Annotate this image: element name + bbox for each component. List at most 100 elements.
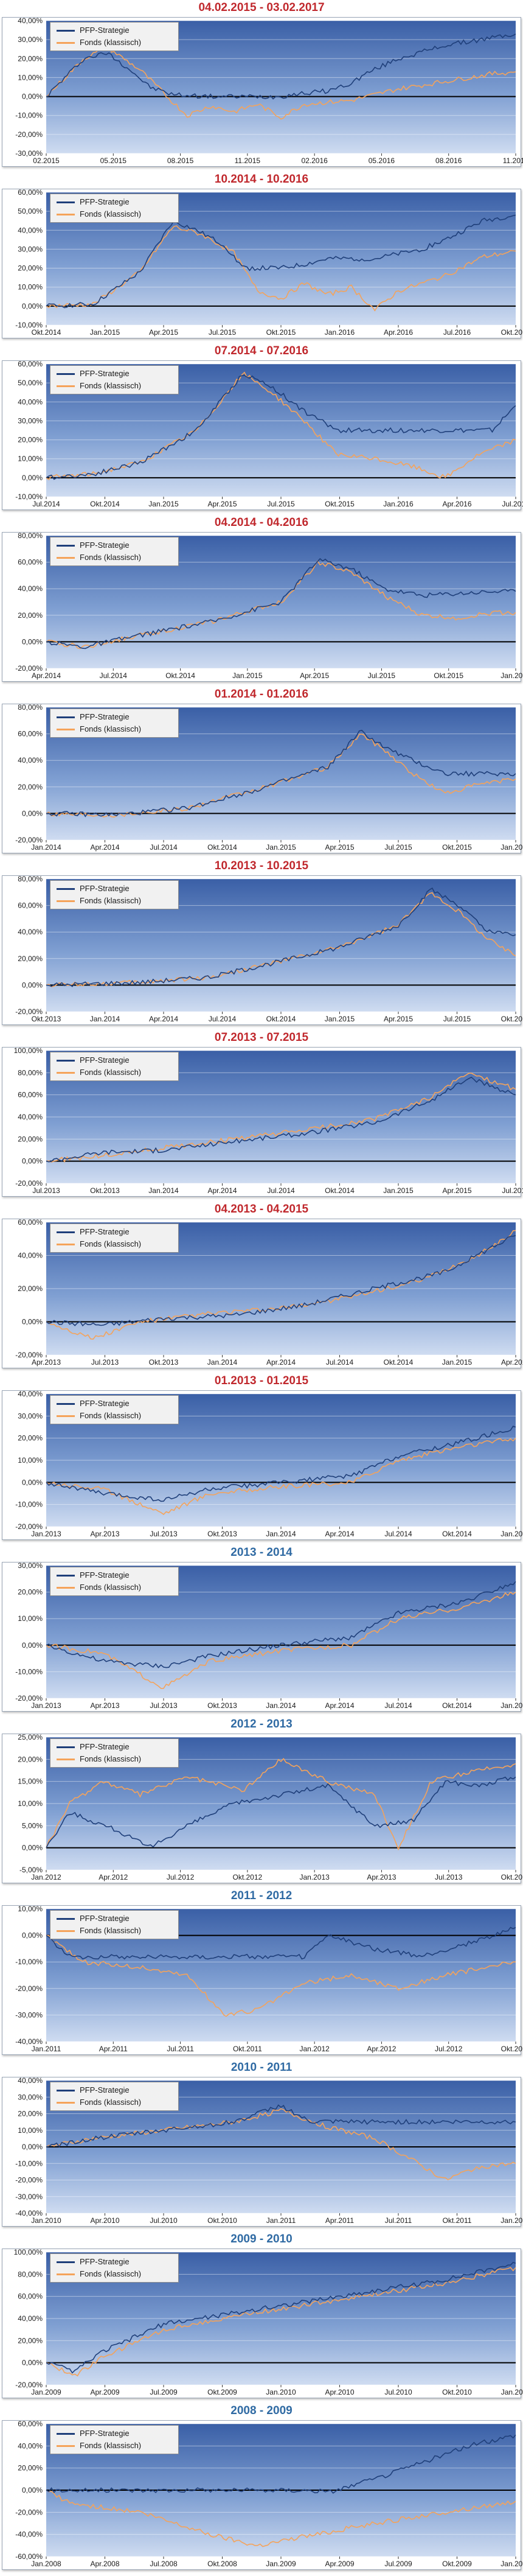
y-tick-label: 10,00% [18, 1614, 43, 1623]
y-tick-label: -40,00% [15, 2209, 43, 2217]
legend-item: Fonds (klassisch) [57, 1925, 176, 1936]
x-tick-label: Apr.2015 [325, 843, 354, 852]
x-tick-label: Jan.2009 [31, 2388, 61, 2396]
y-tick-label: 60,00% [18, 1218, 43, 1227]
legend-label: PFP-Strategie [80, 2429, 130, 2438]
x-tick-label: Jul.2014 [100, 671, 128, 680]
legend-item: PFP-Strategie [57, 1570, 176, 1581]
y-tick-label: 30,00% [18, 2093, 43, 2101]
legend-item: Fonds (klassisch) [57, 380, 176, 391]
x-tick-label: 11.2016 [503, 156, 523, 165]
y-tick-label: -10,00% [15, 1667, 43, 1676]
x-tick-label: Apr.2014 [325, 1701, 354, 1710]
y-tick-label: 80,00% [18, 1068, 43, 1077]
y-tick-label: 10,00% [18, 1905, 43, 1913]
x-tick-label: Okt.2012 [233, 1873, 263, 1881]
y-tick-label: 0,00% [22, 474, 43, 482]
legend-swatch [57, 1060, 75, 1062]
legend-swatch [57, 30, 75, 32]
y-tick-label: 40,00% [18, 1390, 43, 1398]
legend-swatch [57, 385, 75, 387]
series-line-fonds-klassisch [46, 892, 516, 987]
line-chart: -20,00% 0,00% 20,00% 40,00% 60,00% 80,00% Jan.… [15, 703, 523, 852]
y-tick-label: -20,00% [15, 2176, 43, 2185]
x-tick-label: Apr.2008 [90, 2560, 119, 2568]
y-tick-label: 30,00% [18, 245, 43, 253]
y-tick-label: -20,00% [15, 1694, 43, 1703]
legend: PFP-Strategie Fonds (klassisch) [50, 537, 179, 566]
x-tick-label: Jul.2010 [384, 2388, 412, 2396]
legend: PFP-Strategie Fonds (klassisch) [50, 2082, 179, 2111]
series-line-pfp-strategie [46, 1076, 516, 1163]
series-line-pfp-strategie [46, 2434, 516, 2494]
legend-label: PFP-Strategie [80, 1055, 130, 1065]
x-tick-label: Jul.2014 [150, 843, 178, 852]
x-tick-label: Jan.2015 [383, 1186, 414, 1195]
y-tick-label: 80,00% [18, 875, 43, 883]
series-line-fonds-klassisch [46, 2490, 516, 2547]
legend-swatch [57, 557, 75, 559]
x-tick-label: Jan.2011 [501, 2388, 523, 2396]
series-line-pfp-strategie [46, 1426, 516, 1502]
legend: PFP-Strategie Fonds (klassisch) [50, 194, 179, 223]
chart-title: 10.2014 - 10.2016 [214, 173, 309, 186]
y-tick-label: 20,00% [18, 2464, 43, 2473]
y-tick-label: 0,00% [22, 2143, 43, 2151]
x-tick-label: Jan.2016 [325, 328, 355, 337]
chart-title: 2010 - 2011 [230, 2061, 293, 2074]
legend-item: Fonds (klassisch) [57, 724, 176, 735]
x-tick-label: Jul.2011 [167, 2045, 194, 2053]
line-chart: -40,00% -30,00% -20,00% -10,00% 0,00% 10,00% J… [15, 1905, 523, 2053]
series-line-fonds-klassisch [46, 560, 516, 649]
legend-swatch [57, 2445, 75, 2447]
y-tick-label: 60,00% [18, 901, 43, 910]
y-tick-label: -60,00% [15, 2552, 43, 2561]
series-line-pfp-strategie [46, 558, 516, 649]
y-tick-label: -20,00% [15, 836, 43, 844]
y-tick-label: 0,00% [22, 2486, 43, 2494]
x-tick-label: Okt.2014 [442, 1530, 472, 1538]
chart-panel: 07.2014 - 07.2016 -10,00% 0,00% 10,00% 20,00… [0, 343, 523, 515]
legend-label: PFP-Strategie [80, 26, 130, 35]
y-tick-label: 10,00% [18, 455, 43, 463]
y-tick-label: -10,00% [15, 1500, 43, 1509]
x-tick-label: Jan.2014 [266, 1530, 296, 1538]
y-tick-label: 20,00% [18, 1588, 43, 1597]
x-tick-label: Jan.2015 [90, 328, 120, 337]
y-tick-label: -10,00% [15, 492, 43, 501]
y-tick-label: 60,00% [18, 558, 43, 567]
legend-label: Fonds (klassisch) [80, 209, 142, 219]
x-tick-label: Apr.2010 [325, 2388, 354, 2396]
x-tick-label: Jul.2012 [167, 1873, 195, 1881]
series-line-fonds-klassisch [46, 2108, 516, 2180]
y-tick-label: 40,00% [18, 16, 43, 25]
legend: PFP-Strategie Fonds (klassisch) [50, 1052, 179, 1081]
series-line-pfp-strategie [46, 33, 516, 100]
y-tick-label: -20,00% [15, 2508, 43, 2516]
x-tick-label: Apr.2016 [442, 500, 471, 508]
legend-swatch [57, 2102, 75, 2104]
legend-item: PFP-Strategie [57, 540, 176, 551]
y-tick-label: 0,00% [22, 981, 43, 989]
y-tick-label: -5,00% [19, 1866, 43, 1874]
legend: PFP-Strategie Fonds (klassisch) [50, 1567, 179, 1596]
legend-label: PFP-Strategie [80, 369, 130, 378]
legend-item: Fonds (klassisch) [57, 1754, 176, 1765]
y-tick-label: 10,00% [18, 73, 43, 82]
legend-swatch [57, 2433, 75, 2435]
legend-item: Fonds (klassisch) [57, 2269, 176, 2280]
legend-label: Fonds (klassisch) [80, 1239, 142, 1248]
chart-panel: 07.2013 - 07.2015 -20,00% 0,00% 20,00% 40,00… [0, 1030, 523, 1202]
x-tick-label: Jul.2013 [150, 1530, 178, 1538]
x-tick-label: Okt.2011 [233, 2045, 262, 2053]
y-tick-label: 0,00% [22, 1318, 43, 1326]
y-tick-label: 15,00% [18, 1777, 43, 1786]
y-tick-label: 0,00% [22, 1478, 43, 1486]
y-tick-label: 20,00% [18, 1434, 43, 1443]
chart-title: 04.2013 - 04.2015 [214, 1203, 309, 1216]
legend-item: Fonds (klassisch) [57, 2440, 176, 2451]
y-tick-label: 40,00% [18, 928, 43, 936]
legend-swatch [57, 1587, 75, 1589]
legend-label: Fonds (klassisch) [80, 2441, 142, 2450]
